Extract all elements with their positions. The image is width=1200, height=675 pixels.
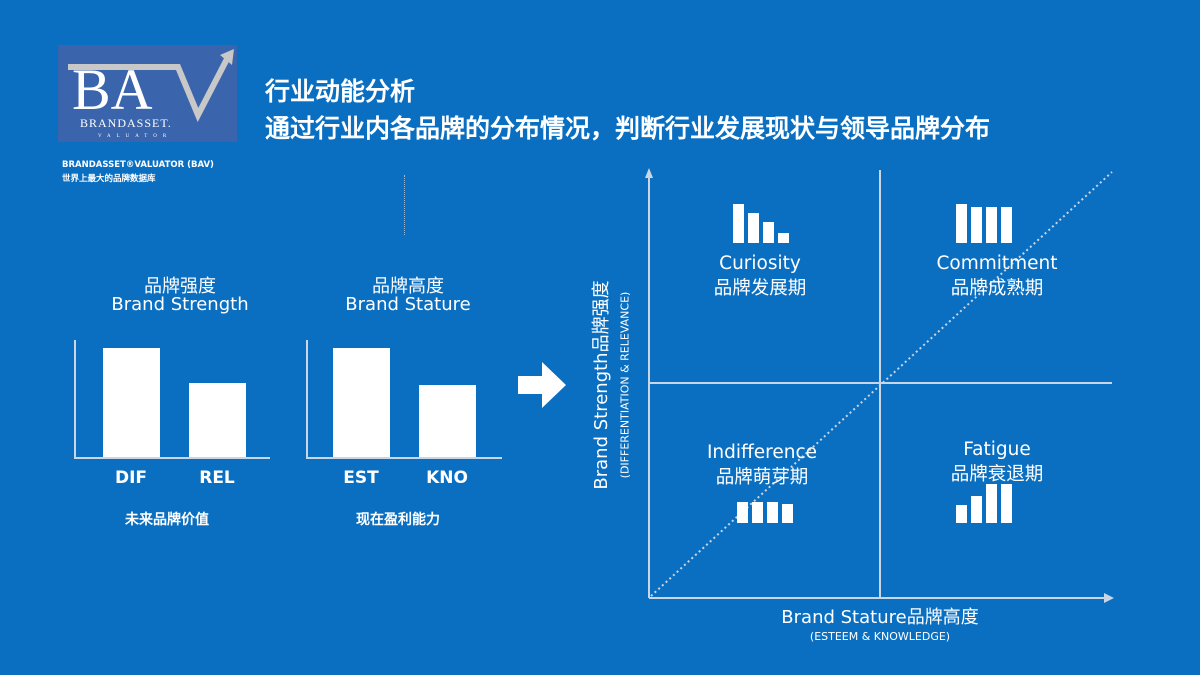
quadrant-en: Commitment [936,253,1058,274]
connector-line [404,175,405,235]
commitment-bars-icon [1001,207,1012,243]
quadrant-zh: 品牌衰退期 [950,464,1044,485]
y-axis-label: Brand Strength品牌强度 [591,280,612,490]
chart2-x-axis [306,457,502,459]
chart1-caption: 未来品牌价值 [125,512,209,528]
quadrant-curiosity: Curiosity 品牌发展期 [714,251,807,301]
commitment-bars-icon [971,207,982,243]
chart1-label-dif: DIF [114,468,148,488]
chart2-label-kno: KNO [426,468,468,488]
logo-caption-1: BRANDASSET®VALUATOR (BAV) [62,160,214,170]
fatigue-bars-icon [1001,484,1012,523]
curiosity-bars-icon [733,204,744,243]
svg-text:VALUATOR: VALUATOR [98,134,172,139]
bav-logo: BA BRANDASSET. VALUATOR [58,45,237,142]
svg-text:BRANDASSET.: BRANDASSET. [80,116,172,130]
quadrant-indifference: Indifference 品牌萌芽期 [707,440,817,490]
quadrant-zh: 品牌成熟期 [950,278,1044,299]
bar-est [333,348,390,457]
chart1-x-axis [74,457,270,459]
bav-logo-graphic: BA BRANDASSET. VALUATOR [68,49,234,139]
curiosity-bars-icon [778,233,789,243]
chart2-caption: 现在盈利能力 [356,512,440,528]
fatigue-bars-icon [971,496,982,523]
indifference-bars-icon [767,502,778,523]
chart1-title-en: Brand Strength [111,294,249,315]
chart2-title-zh: 品牌高度 [372,276,444,297]
bar-rel [189,382,246,457]
chart1-y-axis [74,340,76,458]
quadrant-en: Fatigue [963,439,1031,460]
chart1-title-zh: 品牌强度 [144,276,216,297]
fatigue-bars-icon [986,484,997,523]
quadrant-en: Curiosity [719,253,801,274]
bar-dif [103,348,160,457]
chart2-y-axis [306,340,308,458]
quadrant-fatigue: Fatigue 品牌衰退期 [951,437,1044,487]
right-arrow-icon [518,362,566,408]
y-axis-sublabel: (DIFFERENTIATION & RELEVANCE) [618,291,632,479]
indifference-bars-icon [737,502,748,523]
chart1-label-rel: REL [199,468,235,488]
quadrant-commitment: Commitment 品牌成熟期 [936,251,1057,301]
curiosity-bars-icon [748,213,759,243]
bar-kno [419,385,476,457]
commitment-bars-icon [986,207,997,243]
quadrant-zh: 品牌萌芽期 [715,467,809,488]
logo-caption-2: 世界上最大的品牌数据库 [62,174,156,184]
commitment-bars-icon [956,204,967,243]
indifference-bars-icon [782,504,793,523]
x-axis-label: Brand Stature品牌高度 [781,607,979,628]
page-title: 行业动能分析 [265,77,416,106]
quadrant-zh: 品牌发展期 [713,278,807,299]
curiosity-bars-icon [763,222,774,243]
chart2-title-en: Brand Stature [345,294,471,315]
page-subtitle: 通过行业内各品牌的分布情况，判断行业发展现状与领导品牌分布 [265,114,991,143]
chart2-label-est: EST [343,468,379,488]
indifference-bars-icon [752,502,763,523]
fatigue-bars-icon [956,505,967,523]
quadrant-en: Indifference [706,442,818,463]
x-axis-sublabel: (ESTEEM & KNOWLEDGE) [809,630,951,643]
